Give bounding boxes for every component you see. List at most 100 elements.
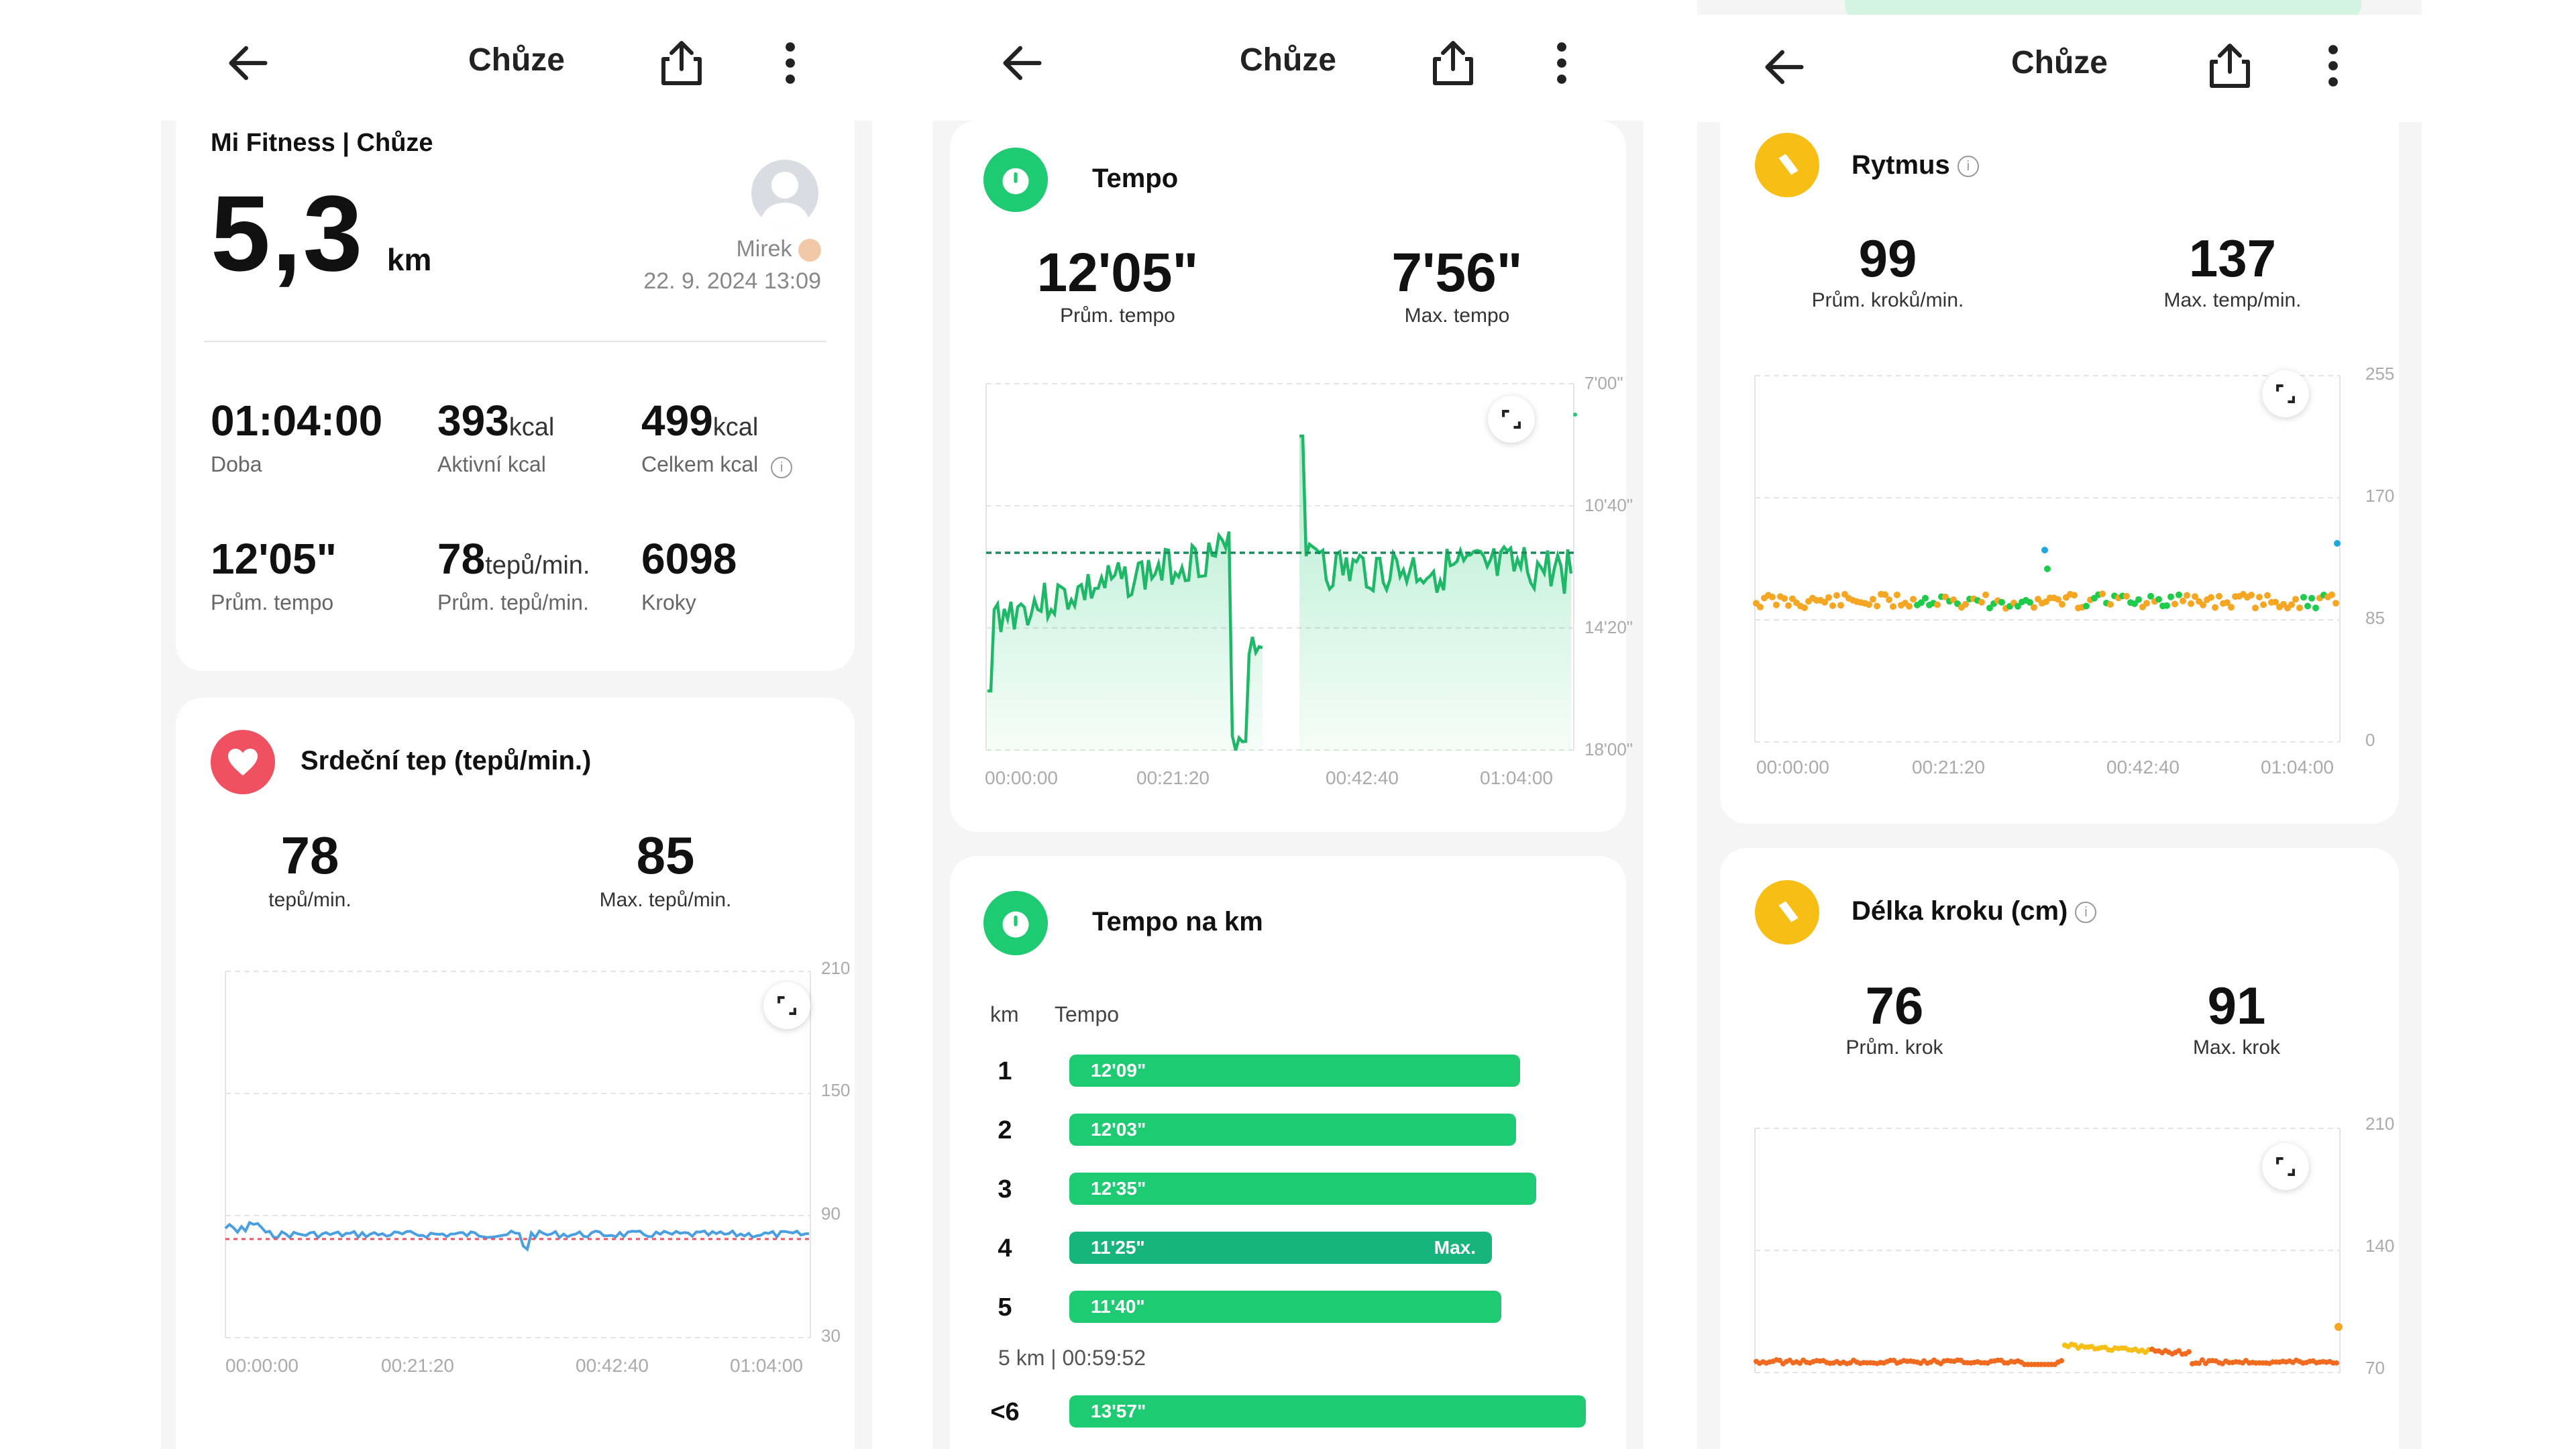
cadence-point	[1821, 598, 1828, 606]
cadence-ytick-255: 255	[2365, 364, 2395, 384]
cadence-point	[2083, 602, 2090, 610]
share-icon[interactable]	[1429, 36, 1477, 90]
stride-point	[2059, 1358, 2064, 1364]
more-options-icon[interactable]	[1555, 42, 1568, 85]
cadence-point	[1910, 596, 1917, 603]
cadence-point	[1906, 602, 1913, 610]
cadence-point	[2272, 598, 2279, 606]
screen-cadence: Chůze Rytmus i 99 Prům. kroků/min. 137 M…	[1697, 0, 2422, 1449]
tempo-ytick-1: 10'40"	[1585, 495, 1633, 515]
screen-tempo: Chůze Tempo 12'05" Prům. tempo 7'56" Max…	[932, 0, 1644, 1449]
cadence-point	[2328, 591, 2335, 598]
cadence-point	[2192, 593, 2198, 600]
share-icon[interactable]	[2206, 39, 2254, 93]
top-bar: Chůze	[1697, 15, 2422, 122]
cadence-point	[1829, 602, 1836, 609]
avatar[interactable]	[751, 160, 818, 227]
more-options-icon[interactable]	[784, 42, 797, 85]
cadence-point	[2027, 599, 2033, 606]
tempo-per-km-card: Tempo na km km Tempo 1 12'09" 2 12'03" 3…	[950, 856, 1626, 1449]
tempo-series-area	[987, 436, 1571, 751]
km-row-number: 1	[998, 1057, 1012, 1085]
info-icon[interactable]: i	[2075, 902, 2097, 924]
info-icon[interactable]: i	[771, 457, 793, 478]
cadence-point	[1882, 591, 1888, 598]
cadence-point	[2167, 593, 2174, 600]
cadence-chart[interactable]	[1720, 107, 2399, 824]
stride-point	[2196, 1360, 2202, 1366]
expand-chart-icon[interactable]	[2262, 1143, 2309, 1190]
cadence-point	[1962, 600, 1969, 608]
cadence-card: Rytmus i 99 Prům. kroků/min. 137 Max. te…	[1720, 107, 2399, 824]
cadence-point	[2228, 604, 2235, 611]
heart-rate-chart[interactable]	[176, 698, 855, 1449]
cadence-point	[1866, 601, 1872, 608]
cadence-point	[2107, 601, 2114, 608]
activity-datetime: 22. 9. 2024 13:09	[643, 268, 821, 294]
stride-avg: 76 Prům. krok	[1845, 976, 1943, 1059]
km-row-number: <6	[990, 1398, 1020, 1426]
tempo-ytick-3: 18'00"	[1585, 739, 1633, 759]
max-badge: Max.	[1434, 1237, 1476, 1258]
cadence-point	[2256, 594, 2263, 601]
page-title: Chůze	[2011, 45, 2108, 80]
km-row-number: 4	[998, 1234, 1012, 1263]
cadence-point	[1922, 594, 1929, 602]
info-icon[interactable]: i	[1957, 156, 1979, 178]
cadence-point	[2099, 590, 2106, 598]
tempo-xtick-2: 00:42:40	[1326, 767, 1399, 788]
expand-chart-icon[interactable]	[2262, 370, 2309, 417]
expand-chart-icon[interactable]	[1488, 396, 1535, 443]
tempo-series-line	[987, 434, 1573, 751]
cadence-point	[2035, 596, 2041, 603]
km-tempo-bar: 12'09"	[1069, 1055, 1520, 1087]
hr-xtick-0: 00:00:00	[225, 1355, 299, 1376]
cadence-point	[2059, 600, 2065, 608]
cadence-point	[1982, 591, 1989, 598]
cadence-point	[2288, 601, 2295, 608]
cadence-ytick-170: 170	[2365, 486, 2395, 506]
expand-chart-icon[interactable]	[763, 982, 810, 1029]
cadence-xtick-1: 00:21:20	[1912, 757, 1985, 777]
cadence-point	[2055, 596, 2061, 603]
more-options-icon[interactable]	[2326, 44, 2340, 87]
km-summary: 5 km | 00:59:52	[998, 1346, 1146, 1370]
stride-chart[interactable]	[1720, 848, 2399, 1449]
distance-number: 5,3	[211, 173, 364, 293]
distance-value: 5,3 km	[211, 172, 431, 295]
cadence-point	[2304, 602, 2311, 610]
cadence-point	[2176, 591, 2182, 598]
cadence-point	[2332, 600, 2339, 607]
cadence-point	[1942, 593, 1949, 600]
tempo-xtick-3: 01:04:00	[1480, 767, 1553, 788]
screen-walk-summary: Chůze Mi Fitness | Chůze 5,3 km Mirek 22…	[161, 0, 872, 1449]
share-icon[interactable]	[657, 36, 706, 90]
stat-avg-tempo: 12'05" Prům. tempo	[211, 535, 337, 614]
cadence-point	[2155, 596, 2162, 603]
cadence-point	[1757, 603, 1764, 610]
cadence-avg: 99 Prům. kroků/min.	[1811, 229, 1964, 311]
footprint-icon	[1755, 133, 1819, 197]
cadence-point	[2292, 596, 2299, 603]
cadence-point	[2184, 592, 2190, 599]
cadence-point	[1874, 602, 1880, 610]
tempo-chart[interactable]	[950, 121, 1626, 832]
back-arrow-icon[interactable]	[997, 38, 1048, 89]
hr-ytick-90: 90	[821, 1203, 841, 1224]
tempo-card: Tempo 12'05" Prům. tempo 7'56" Max. temp…	[950, 121, 1633, 832]
km-tempo-bar-max: 11'25" Max.	[1069, 1232, 1492, 1264]
hr-series-line	[224, 1220, 810, 1252]
cadence-point	[2163, 602, 2170, 609]
cadence-point	[2071, 592, 2078, 599]
cadence-point	[2171, 600, 2178, 608]
back-arrow-icon[interactable]	[1759, 42, 1810, 93]
cadence-point	[1837, 602, 1844, 609]
back-arrow-icon[interactable]	[223, 38, 274, 89]
tempo-title: Tempo	[1092, 164, 1179, 193]
cadence-point	[2208, 594, 2214, 601]
cadence-point	[1998, 598, 2005, 606]
heart-rate-card: Srdeční tep (tepů/min.) 78 tepů/min. 85 …	[176, 698, 855, 1449]
cadence-point	[2044, 566, 2051, 572]
stride-ytick-210: 210	[2365, 1114, 2395, 1134]
cadence-point	[1886, 596, 1892, 603]
